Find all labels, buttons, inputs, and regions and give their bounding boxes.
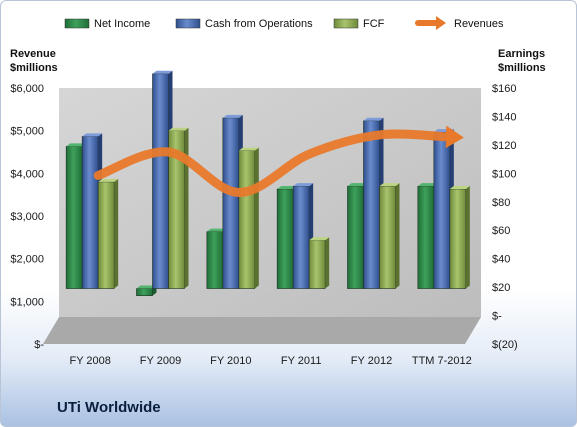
right-tick-label-6: $100 bbox=[492, 168, 516, 180]
legend: Net Income Cash from Operations FCF Revenue… bbox=[64, 16, 504, 30]
bar-fcf-1 bbox=[168, 127, 189, 289]
bars-group bbox=[65, 70, 470, 296]
right-tick-label-4: $60 bbox=[492, 225, 510, 237]
right-axis-title-line-1: $millions bbox=[498, 62, 546, 74]
legend-label-0: Net Income bbox=[94, 18, 150, 30]
legend-swatch-2 bbox=[333, 18, 359, 29]
right-tick-label-1: $- bbox=[492, 311, 502, 323]
category-label-3: FY 2011 bbox=[281, 355, 322, 367]
left-tick-label-5: $5,000 bbox=[10, 126, 44, 138]
revenue-line bbox=[93, 129, 455, 198]
left-tick-label-1: $1,000 bbox=[10, 296, 44, 308]
legend-label-revenues: Revenues bbox=[454, 18, 504, 30]
legend-item-fcf: FCF bbox=[333, 18, 385, 30]
left-axis-title-line-0: Revenue bbox=[10, 48, 56, 60]
left-tick-label-6: $6,000 bbox=[10, 83, 44, 95]
legend-item-net-income: Net Income bbox=[64, 18, 150, 30]
right-tick-label-7: $120 bbox=[492, 140, 516, 152]
legend-label-1: Cash from Operations bbox=[205, 18, 313, 30]
right-tick-label-5: $80 bbox=[492, 197, 510, 209]
category-label-5: TTM 7-2012 bbox=[412, 355, 472, 367]
left-tick-label-3: $3,000 bbox=[10, 211, 44, 223]
category-label-1: FY 2009 bbox=[140, 355, 181, 367]
category-label-0: FY 2008 bbox=[69, 355, 110, 367]
bar-fcf-5 bbox=[449, 186, 470, 289]
bar-fcf-4 bbox=[379, 183, 400, 289]
right-tick-label-8: $140 bbox=[492, 111, 516, 123]
right-tick-label-2: $20 bbox=[492, 282, 510, 294]
plot-floor bbox=[43, 317, 481, 344]
left-axis-title-line-1: $millions bbox=[10, 62, 58, 74]
revenue-arrow-head bbox=[445, 125, 464, 149]
legend-item-revenues: Revenues bbox=[415, 16, 504, 30]
bar-fcf-3 bbox=[308, 237, 330, 289]
legend-swatch-1 bbox=[175, 18, 201, 29]
right-tick-label-9: $160 bbox=[492, 83, 516, 95]
left-tick-label-4: $4,000 bbox=[10, 168, 44, 180]
company-title: UTi Worldwide bbox=[57, 399, 161, 416]
bar-fcf-0 bbox=[97, 178, 119, 289]
axes-group: $- $1,000 $2,000 $3,000 $4,000 $5,000 $6,000 $(… bbox=[10, 48, 546, 367]
legend-swatch-0 bbox=[64, 18, 90, 29]
category-label-2: FY 2010 bbox=[210, 355, 251, 367]
right-axis-title-line-0: Earnings bbox=[498, 48, 545, 60]
right-tick-label-3: $40 bbox=[492, 254, 510, 266]
category-label-4: FY 2012 bbox=[351, 355, 392, 367]
right-tick-label-0: $(20) bbox=[492, 339, 518, 351]
legend-label-2: FCF bbox=[363, 18, 385, 30]
revenue-line-group bbox=[93, 125, 464, 198]
legend-item-cash-from-operations: Cash from Operations bbox=[175, 18, 313, 30]
left-tick-label-2: $2,000 bbox=[10, 254, 44, 266]
left-tick-label-0: $- bbox=[34, 339, 44, 351]
bar-fcf-2 bbox=[238, 147, 259, 289]
